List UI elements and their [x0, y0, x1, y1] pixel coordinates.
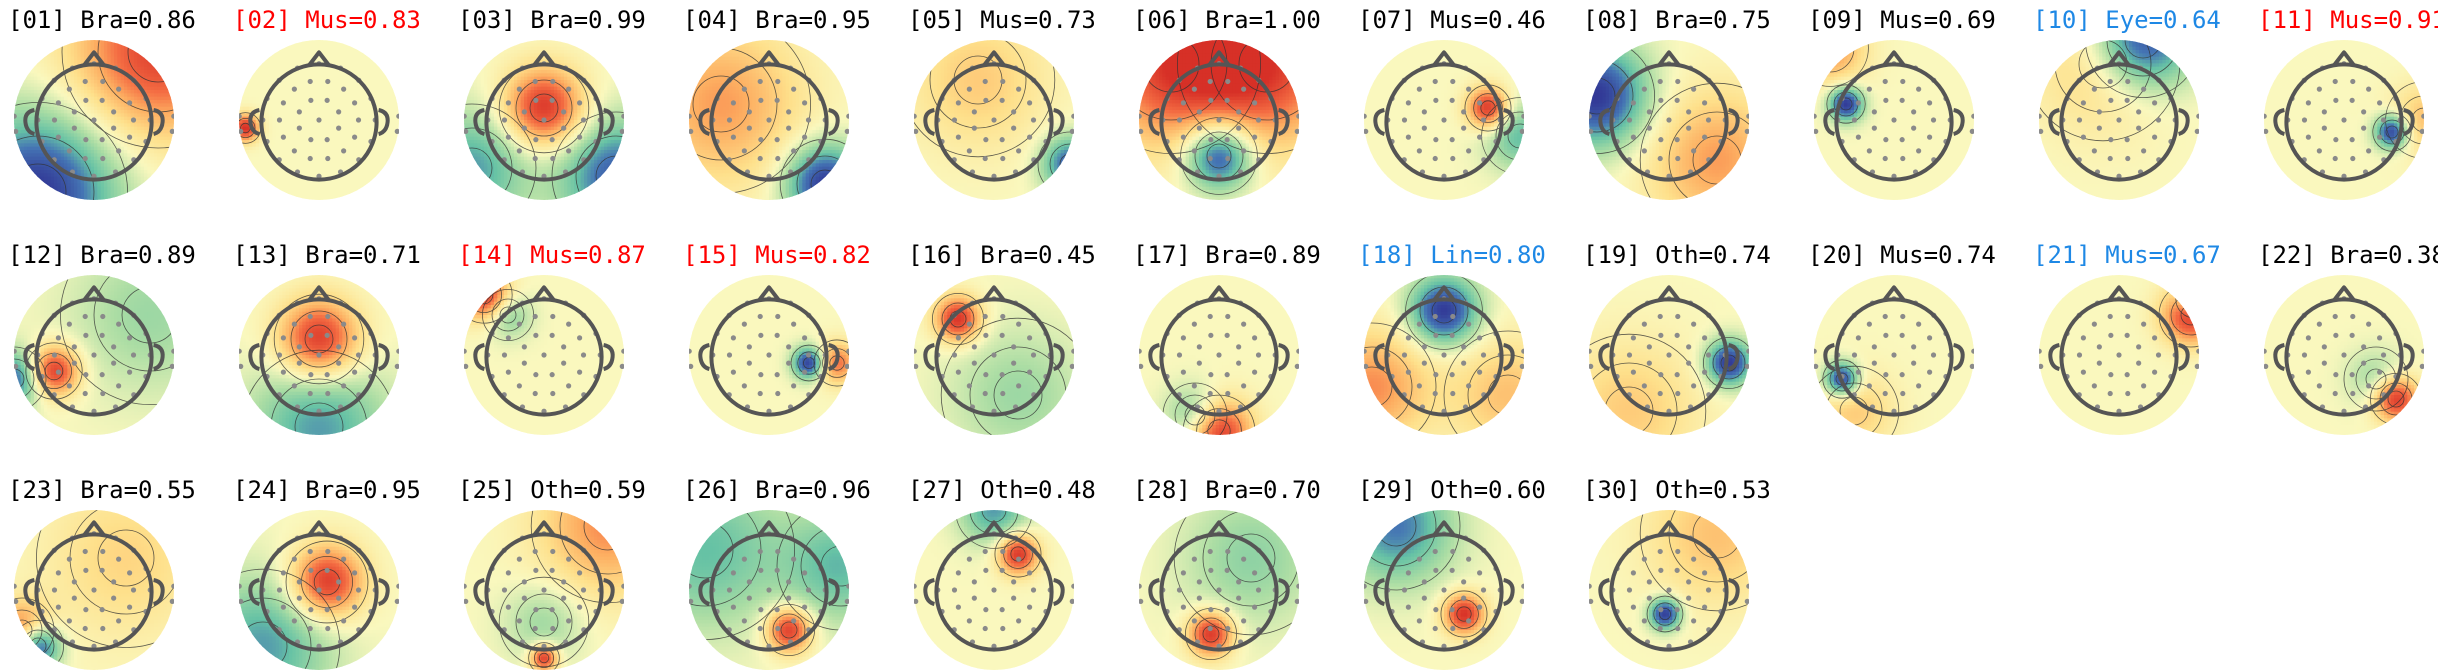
topomap-plot — [914, 275, 1074, 435]
topomap-11: [11] Mus=0.91 — [2258, 2, 2438, 202]
topomap-title: [24] Bra=0.95 — [233, 472, 443, 508]
topomap-title: [11] Mus=0.91 — [2258, 2, 2438, 38]
topomap-plot — [239, 275, 399, 435]
topomap-07: [07] Mus=0.46 — [1358, 2, 1568, 202]
topomap-23: [23] Bra=0.55 — [8, 472, 218, 672]
topomap-title: [17] Bra=0.89 — [1133, 237, 1343, 273]
topomap-14: [14] Mus=0.87 — [458, 237, 668, 437]
topomap-title: [07] Mus=0.46 — [1358, 2, 1568, 38]
topomap-plot — [464, 40, 624, 200]
topomap-plot — [464, 510, 624, 670]
topomap-06: [06] Bra=1.00 — [1133, 2, 1343, 202]
topomap-title: [29] Oth=0.60 — [1358, 472, 1568, 508]
topomap-plot — [2264, 275, 2424, 435]
topomap-plot — [239, 40, 399, 200]
topomap-03: [03] Bra=0.99 — [458, 2, 668, 202]
topomap-title: [28] Bra=0.70 — [1133, 472, 1343, 508]
topomap-plot — [1139, 510, 1299, 670]
topomap-title: [18] Lin=0.80 — [1358, 237, 1568, 273]
topomap-01: [01] Bra=0.86 — [8, 2, 218, 202]
topomap-plot — [1589, 40, 1749, 200]
topomap-title: [30] Oth=0.53 — [1583, 472, 1793, 508]
topomap-09: [09] Mus=0.69 — [1808, 2, 2018, 202]
topomap-20: [20] Mus=0.74 — [1808, 237, 2018, 437]
topomap-plot — [2039, 40, 2199, 200]
topomap-plot — [2039, 275, 2199, 435]
topomap-plot — [14, 40, 174, 200]
topomap-18: [18] Lin=0.80 — [1358, 237, 1568, 437]
topomap-title: [22] Bra=0.38 — [2258, 237, 2438, 273]
topomap-10: [10] Eye=0.64 — [2033, 2, 2243, 202]
topomap-title: [21] Mus=0.67 — [2033, 237, 2243, 273]
topomap-plot — [1139, 275, 1299, 435]
topomap-plot — [464, 275, 624, 435]
topomap-plot — [14, 275, 174, 435]
topomap-15: [15] Mus=0.82 — [683, 237, 893, 437]
topomap-22: [22] Bra=0.38 — [2258, 237, 2438, 437]
topomap-12: [12] Bra=0.89 — [8, 237, 218, 437]
topomap-plot — [1364, 40, 1524, 200]
topomap-24: [24] Bra=0.95 — [233, 472, 443, 672]
topomap-title: [03] Bra=0.99 — [458, 2, 668, 38]
topomap-title: [13] Bra=0.71 — [233, 237, 443, 273]
topomap-title: [12] Bra=0.89 — [8, 237, 218, 273]
topomap-title: [09] Mus=0.69 — [1808, 2, 2018, 38]
topomap-plot — [1589, 275, 1749, 435]
topomap-plot — [689, 510, 849, 670]
topomap-plot — [1814, 275, 1974, 435]
topomap-28: [28] Bra=0.70 — [1133, 472, 1343, 672]
topomap-plot — [914, 40, 1074, 200]
topomap-08: [08] Bra=0.75 — [1583, 2, 1793, 202]
topomap-17: [17] Bra=0.89 — [1133, 237, 1343, 437]
topomap-title: [08] Bra=0.75 — [1583, 2, 1793, 38]
topomap-plot — [2264, 40, 2424, 200]
topomap-plot — [1139, 40, 1299, 200]
topomap-title: [01] Bra=0.86 — [8, 2, 218, 38]
topomap-plot — [1814, 40, 1974, 200]
topomap-title: [26] Bra=0.96 — [683, 472, 893, 508]
topomap-30: [30] Oth=0.53 — [1583, 472, 1793, 672]
topomap-title: [02] Mus=0.83 — [233, 2, 443, 38]
topomap-title: [20] Mus=0.74 — [1808, 237, 2018, 273]
topomap-29: [29] Oth=0.60 — [1358, 472, 1568, 672]
topomap-19: [19] Oth=0.74 — [1583, 237, 1793, 437]
topomap-plot — [1364, 510, 1524, 670]
topomap-plot — [1589, 510, 1749, 670]
topomap-21: [21] Mus=0.67 — [2033, 237, 2243, 437]
topomap-27: [27] Oth=0.48 — [908, 472, 1118, 672]
topomap-plot — [689, 275, 849, 435]
topomap-plot — [14, 510, 174, 670]
topomap-title: [25] Oth=0.59 — [458, 472, 668, 508]
topomap-plot — [239, 510, 399, 670]
topomap-title: [05] Mus=0.73 — [908, 2, 1118, 38]
topomap-25: [25] Oth=0.59 — [458, 472, 668, 672]
topomap-title: [06] Bra=1.00 — [1133, 2, 1343, 38]
topomap-title: [27] Oth=0.48 — [908, 472, 1118, 508]
topomap-title: [19] Oth=0.74 — [1583, 237, 1793, 273]
topomap-13: [13] Bra=0.71 — [233, 237, 443, 437]
topomap-02: [02] Mus=0.83 — [233, 2, 443, 202]
topomap-26: [26] Bra=0.96 — [683, 472, 893, 672]
topomap-04: [04] Bra=0.95 — [683, 2, 893, 202]
topomap-title: [16] Bra=0.45 — [908, 237, 1118, 273]
topomap-title: [23] Bra=0.55 — [8, 472, 218, 508]
topomap-plot — [1364, 275, 1524, 435]
topomap-title: [15] Mus=0.82 — [683, 237, 893, 273]
topomap-16: [16] Bra=0.45 — [908, 237, 1118, 437]
topomap-plot — [914, 510, 1074, 670]
topomap-05: [05] Mus=0.73 — [908, 2, 1118, 202]
topomap-title: [04] Bra=0.95 — [683, 2, 893, 38]
topomap-title: [14] Mus=0.87 — [458, 237, 668, 273]
topomap-title: [10] Eye=0.64 — [2033, 2, 2243, 38]
topomap-plot — [689, 40, 849, 200]
